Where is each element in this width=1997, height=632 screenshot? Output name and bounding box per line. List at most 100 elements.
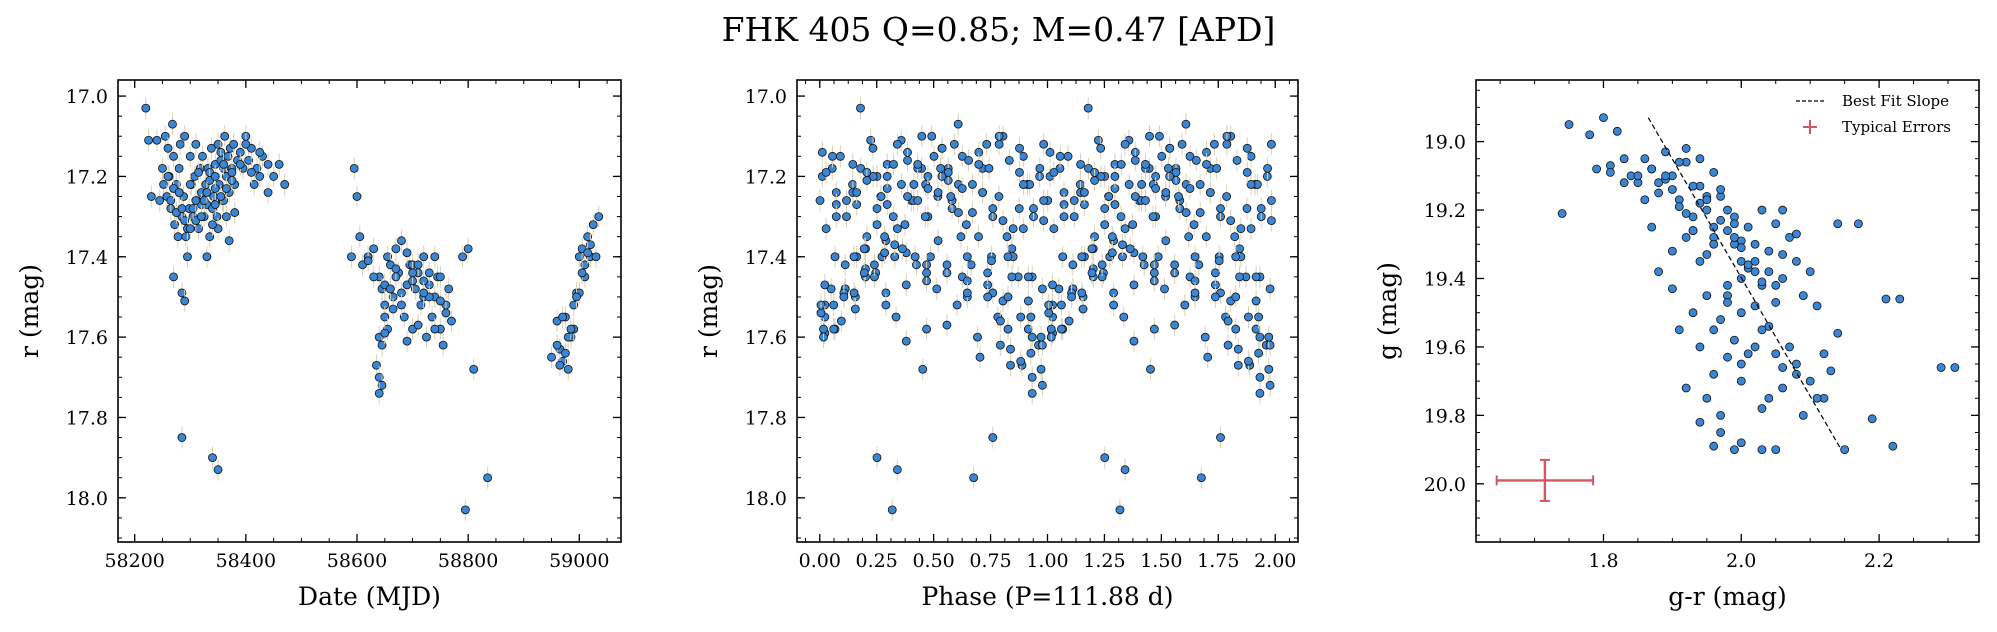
data-point — [868, 172, 878, 181]
data-point — [1153, 252, 1163, 262]
data-point — [872, 453, 882, 463]
x-tick-label: 0.00 — [799, 550, 841, 572]
data-point — [912, 260, 921, 270]
data-point — [1027, 372, 1037, 382]
data-point — [1185, 151, 1195, 161]
data-point — [819, 324, 828, 334]
data-point — [900, 220, 910, 230]
data-point — [1702, 195, 1712, 205]
data-point — [850, 304, 860, 314]
data-point — [1702, 250, 1712, 259]
data-point — [1736, 376, 1746, 386]
data-point — [183, 252, 192, 262]
data-point — [1107, 232, 1117, 242]
data-point — [185, 151, 195, 161]
data-point — [828, 151, 837, 161]
data-point — [180, 296, 190, 306]
data-point — [1557, 209, 1567, 218]
data-point — [1184, 232, 1194, 242]
data-point — [1125, 244, 1135, 254]
data-point — [836, 316, 846, 326]
data-point — [591, 252, 601, 262]
data-point — [1181, 119, 1191, 129]
data-point — [438, 340, 448, 350]
data-point — [983, 268, 993, 278]
data-point — [889, 159, 898, 169]
data-point — [1185, 184, 1195, 193]
data-point — [397, 236, 406, 246]
data-point — [221, 212, 231, 221]
data-point — [1254, 348, 1264, 358]
data-point — [870, 260, 879, 270]
data-point — [880, 232, 889, 242]
data-point — [956, 232, 966, 242]
data-point — [1049, 224, 1059, 234]
data-point — [1069, 196, 1079, 205]
data-point — [1023, 272, 1033, 282]
data-point — [1165, 172, 1175, 181]
data-point — [984, 163, 994, 173]
axes-frame — [1475, 79, 1980, 543]
data-point — [1097, 260, 1107, 270]
data-point — [447, 316, 456, 326]
data-point — [1210, 292, 1220, 302]
x-tick-label: 1.75 — [1197, 550, 1239, 572]
data-point — [909, 180, 919, 189]
data-point — [1163, 163, 1173, 173]
data-point — [388, 304, 398, 314]
data-point — [427, 312, 437, 322]
data-point — [1093, 135, 1103, 145]
y-tick-label: 17.6 — [66, 327, 108, 349]
data-point — [397, 300, 406, 310]
data-point — [1716, 410, 1726, 420]
data-point — [1592, 164, 1601, 174]
data-point — [1251, 296, 1261, 306]
data-point — [419, 288, 429, 298]
x-axis-label: Date (MJD) — [298, 582, 441, 611]
data-point — [1778, 274, 1788, 283]
data-point — [1764, 267, 1774, 277]
data-point — [374, 388, 384, 398]
data-point — [1201, 232, 1211, 242]
data-point — [170, 220, 180, 230]
data-point — [1267, 196, 1276, 205]
data-point — [196, 212, 206, 221]
data-point — [994, 139, 1004, 149]
data-point — [932, 284, 942, 294]
data-point — [1688, 181, 1698, 191]
phase-folded-panel: 0.00 0.25 0.50 0.75 1.00 1.25 1.50 1.75 2.00 17.0… — [694, 79, 1299, 611]
data-point — [1805, 267, 1815, 277]
data-point — [169, 151, 178, 161]
data-point — [957, 151, 967, 161]
data-point — [1231, 252, 1241, 262]
data-point — [962, 252, 972, 262]
data-point — [1251, 272, 1261, 282]
data-point — [1819, 349, 1829, 359]
data-point — [1723, 298, 1732, 307]
data-point — [1681, 383, 1691, 393]
data-point — [820, 280, 830, 290]
data-point — [936, 163, 945, 173]
data-point — [946, 192, 956, 201]
y-tick-label: 19.4 — [1424, 268, 1466, 290]
data-point — [1079, 188, 1089, 197]
data-point — [1729, 219, 1739, 229]
data-point — [160, 131, 170, 141]
data-point — [917, 131, 927, 141]
data-point — [973, 332, 982, 342]
data-point — [937, 143, 947, 153]
data-point — [1216, 433, 1225, 442]
data-point — [1233, 360, 1243, 370]
data-point — [555, 360, 565, 370]
data-point — [922, 268, 931, 278]
data-point — [1007, 244, 1017, 254]
data-point — [1778, 363, 1788, 372]
data-point — [269, 172, 279, 181]
data-point — [821, 224, 831, 234]
data-point — [1267, 139, 1276, 149]
data-point — [1138, 252, 1148, 262]
x-tick-label: 1.8 — [1588, 550, 1618, 572]
data-point — [249, 180, 259, 189]
data-point — [177, 433, 187, 442]
